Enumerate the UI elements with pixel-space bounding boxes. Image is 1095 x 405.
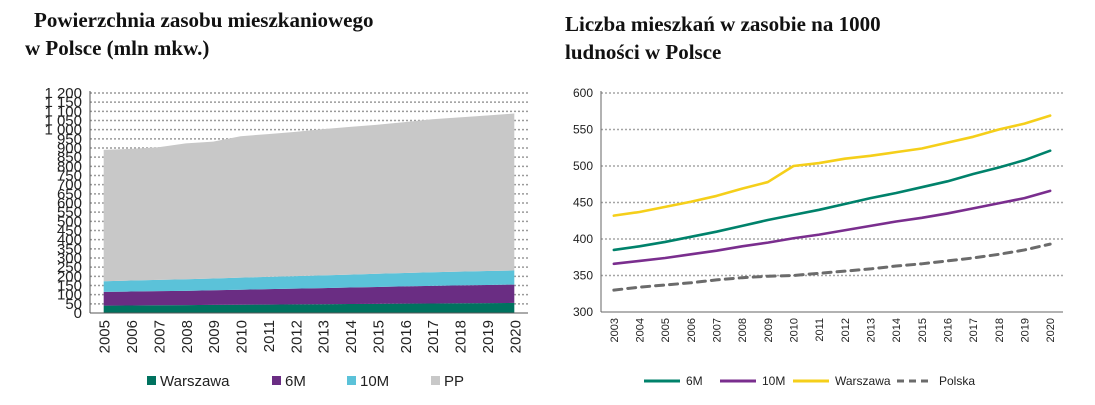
y-tick-label: 450: [573, 196, 593, 210]
x-tick-label: 2007: [151, 320, 168, 353]
legend-label-6m: 6M: [285, 373, 306, 390]
y-tick-label: 1 000: [44, 122, 82, 139]
x-tick-label: 2014: [343, 320, 360, 353]
y-tick-label: 500: [573, 159, 593, 173]
x-tick-label: 2007: [712, 318, 724, 342]
line-series-polska: [612, 242, 1052, 292]
y-tick-label: 250: [57, 259, 82, 276]
legend-label-warszawa: Warszawa: [835, 374, 891, 388]
y-tick-label: 500: [57, 213, 82, 230]
x-tick-label: 2020: [1045, 318, 1057, 342]
x-tick-label: 2008: [179, 320, 196, 353]
y-tick-label: 550: [573, 123, 593, 137]
y-tick-label: 800: [57, 158, 82, 175]
surface-chart-title-line-1: Powierzchnia zasobu mieszkaniowego: [34, 8, 374, 32]
legend-label-polska: Polska: [939, 374, 975, 388]
y-tick-label: 0: [74, 305, 82, 322]
dwellings-chart-title-line-1: Liczba mieszkań w zasobie na 1000: [565, 12, 881, 36]
x-tick-label: 2017: [425, 320, 442, 353]
y-tick-label: 700: [57, 177, 82, 194]
dwellings-line-chart: 300 350 400 450 500 550 600 2003 2004 2005 2006 200…: [573, 86, 1063, 388]
y-tick-label: 200: [57, 268, 82, 285]
y-tick-label: 150: [57, 278, 82, 295]
x-tick-label: 2009: [763, 318, 775, 342]
x-tick-label: 2011: [814, 318, 826, 342]
dwellings-chart-title-line-2: ludności w Polsce: [565, 40, 722, 64]
y-tick-label: 1 150: [44, 94, 82, 111]
x-tick-label: 2019: [480, 320, 497, 353]
y-tick-label: 350: [57, 241, 82, 258]
x-tick-label: 2005: [97, 320, 114, 353]
legend-swatch-10m: [347, 376, 356, 385]
x-tick-label: 2017: [968, 318, 980, 342]
area-series-pp: [103, 113, 515, 282]
x-tick-label: 2011: [261, 320, 278, 352]
x-tick-label: 2018: [453, 320, 470, 353]
x-tick-label: 2006: [124, 320, 141, 353]
line-series-10m: [612, 189, 1052, 266]
x-tick-label: 2006: [686, 318, 698, 342]
area-series-10m: [103, 270, 515, 292]
x-tick-label: 2008: [737, 318, 749, 342]
surface-area-chart-panel: Powierzchnia zasobu mieszkaniowego w Pol…: [25, 8, 528, 390]
x-tick-label: 2012: [840, 318, 852, 342]
y-tick-label: 1 050: [44, 113, 82, 130]
line-series-warszawa: [612, 114, 1052, 217]
area-series-warszawa: [103, 302, 515, 313]
legend-label-10m: 10M: [360, 373, 389, 390]
x-tick-label: 2013: [866, 318, 878, 342]
line-series-6m: [612, 149, 1052, 252]
y-tick-label: 400: [573, 232, 593, 246]
x-tick-label: 2015: [917, 318, 929, 342]
legend-label-warszawa: Warszawa: [160, 373, 230, 390]
y-tick-label: 350: [573, 269, 593, 283]
surface-area-chart: 0501001502002503003504004505005506006507…: [44, 85, 528, 390]
x-tick-label: 2004: [635, 318, 647, 342]
x-tick-label: 2020: [507, 320, 524, 353]
y-tick-label: 450: [57, 223, 82, 240]
y-tick-label: 900: [57, 140, 82, 157]
y-tick-label: 50: [65, 296, 82, 313]
area-series-6m: [103, 284, 515, 306]
y-tick-label: 300: [57, 250, 82, 267]
x-tick-label: 2010: [789, 318, 801, 342]
y-tick-label: 850: [57, 149, 82, 166]
legend-label-6m: 6M: [686, 374, 703, 388]
dwellings-line-chart-panel: Liczba mieszkań w zasobie na 1000 ludnoś…: [548, 0, 1095, 405]
x-tick-label: 2014: [891, 318, 903, 342]
y-tick-label: 750: [57, 168, 82, 185]
y-tick-label: 1 100: [44, 103, 82, 120]
x-tick-label: 2012: [288, 320, 305, 353]
x-tick-label: 2016: [398, 320, 415, 353]
x-tick-label: 2019: [1020, 318, 1032, 342]
legend-swatch-pp: [431, 376, 440, 385]
x-tick-label: 2009: [206, 320, 223, 353]
x-tick-label: 2003: [609, 318, 621, 342]
y-tick-label: 1 200: [44, 85, 82, 102]
x-tick-label: 2015: [370, 320, 387, 353]
x-tick-label: 2005: [660, 318, 672, 342]
surface-chart-title-line-2: w Polsce (mln mkw.): [25, 36, 210, 60]
y-tick-label: 600: [57, 195, 82, 212]
x-tick-label: 2016: [943, 318, 955, 342]
x-tick-label: 2010: [234, 320, 251, 353]
legend-swatch-warszawa: [147, 376, 156, 385]
y-tick-label: 950: [57, 131, 82, 148]
y-tick-label: 400: [57, 232, 82, 249]
y-tick-label: 300: [573, 305, 593, 319]
x-tick-label: 2013: [316, 320, 333, 353]
legend-label-10m: 10M: [762, 374, 785, 388]
legend-label-pp: PP: [444, 373, 464, 390]
y-tick-label: 650: [57, 186, 82, 203]
y-tick-label: 600: [573, 86, 593, 100]
y-tick-label: 550: [57, 204, 82, 221]
y-tick-label: 100: [57, 287, 82, 304]
x-tick-label: 2018: [994, 318, 1006, 342]
legend-swatch-6m: [272, 376, 281, 385]
